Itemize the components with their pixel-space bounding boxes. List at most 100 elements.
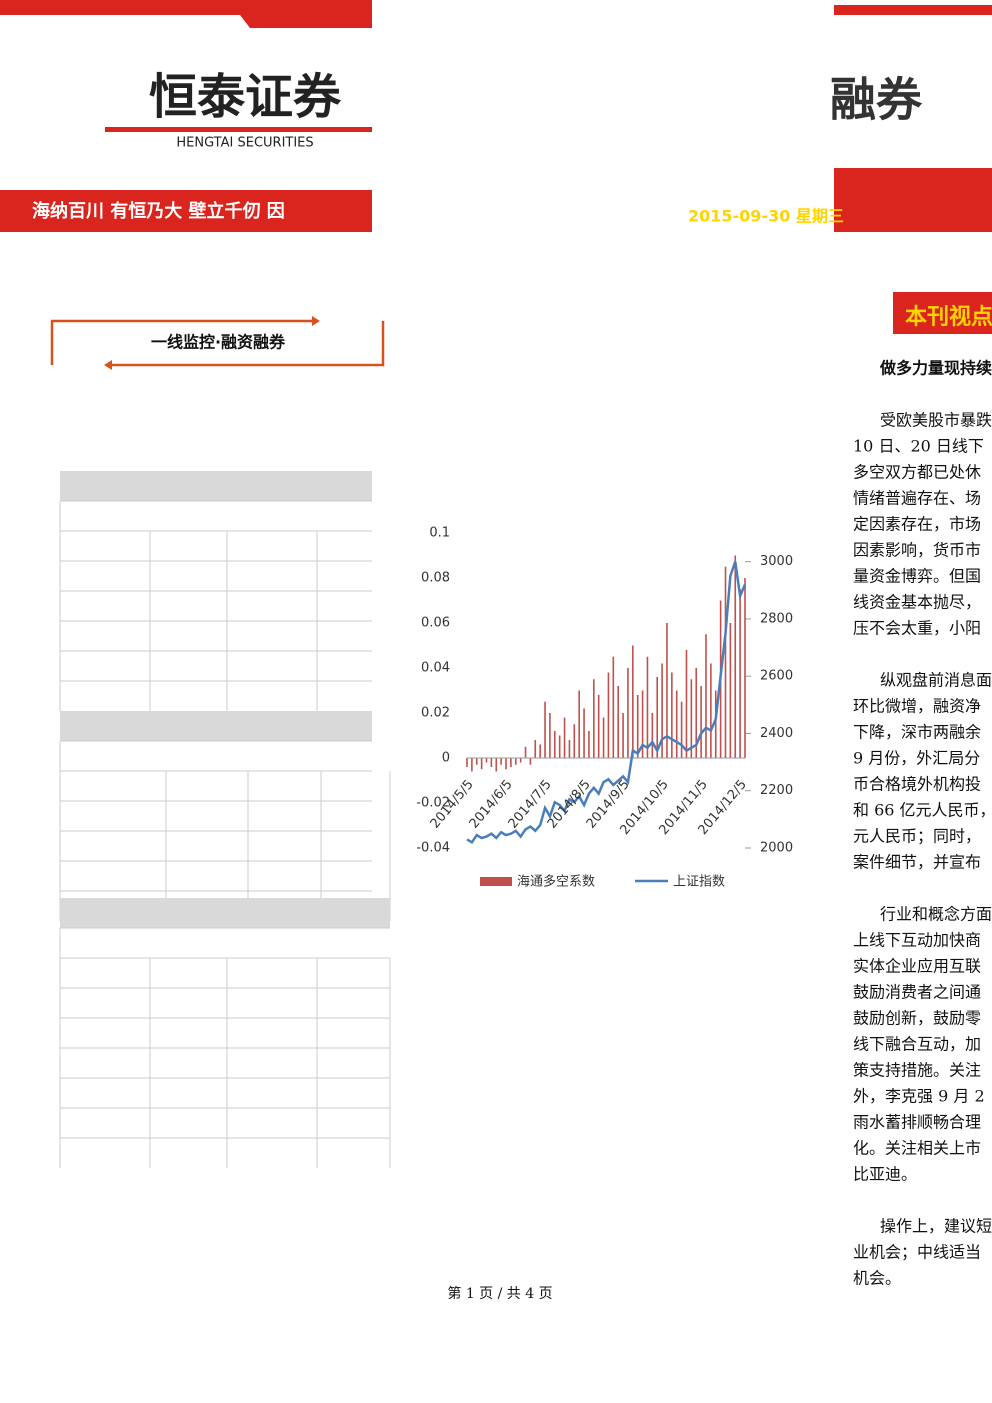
table-header	[60, 471, 372, 501]
bar	[602, 717, 605, 758]
body-line: 机会。	[853, 1269, 901, 1288]
bar	[714, 690, 717, 758]
bar	[514, 758, 517, 765]
bar	[549, 713, 551, 758]
bar	[466, 758, 468, 767]
logo-cn: 恒泰证券	[149, 69, 342, 125]
bar	[617, 686, 619, 758]
bar	[480, 758, 483, 770]
bar	[558, 735, 561, 758]
chart: -0.04 -0.02 0 0.02 0.04 0.06 0.08 0.1 2000 2200 24…	[416, 526, 793, 890]
bar	[700, 686, 702, 758]
body-line: 业机会；中线适当	[853, 1243, 981, 1262]
bar	[656, 677, 659, 758]
logo-en: HENGTAI SECURITIES	[176, 136, 313, 151]
bar	[622, 713, 624, 758]
bar	[744, 578, 746, 758]
bar	[724, 566, 727, 758]
bar	[636, 695, 639, 758]
y-tick-label: 0.02	[421, 706, 450, 721]
bar	[529, 758, 532, 765]
bar	[510, 758, 512, 767]
section-tab	[893, 292, 992, 334]
bar	[573, 724, 576, 758]
section-title: 本刊视点	[905, 304, 992, 330]
y2-tick-label: 2200	[760, 783, 793, 798]
body-line: 案件细节，并宣布	[853, 853, 981, 872]
bar	[734, 555, 737, 758]
bar	[500, 758, 502, 765]
y-tick-label: -0.04	[416, 841, 450, 856]
bar	[485, 758, 488, 763]
bar	[471, 758, 473, 772]
body-line: 量资金博弈。但国	[853, 567, 981, 586]
bar	[583, 708, 585, 758]
body-line: 多空双方都已处休	[853, 463, 981, 482]
tables	[59, 471, 391, 1168]
bar	[563, 717, 566, 758]
body-line: 鼓励消费者之间通	[853, 983, 981, 1002]
legend-label: 上证指数	[673, 875, 725, 890]
bar	[651, 713, 654, 758]
line	[466, 561, 747, 844]
body-line: 元人民币；同时，	[853, 827, 981, 846]
body-line: 受欧美股市暴跌	[880, 411, 992, 430]
bar	[632, 645, 634, 758]
body-line: 9 月份，外汇局分	[853, 749, 980, 768]
bar	[627, 668, 629, 758]
y-tick-label: 0.06	[421, 616, 450, 631]
bar	[607, 672, 610, 758]
body-line: 情绪普遍存在、场	[853, 489, 981, 508]
body-line: 行业和概念方面	[880, 905, 992, 924]
bar	[710, 663, 712, 758]
body-line: 外，李克强 9 月 2	[853, 1087, 985, 1106]
y-tick-label: -0.02	[416, 796, 450, 811]
bar	[568, 740, 571, 758]
y-tick-label: 0.04	[421, 661, 450, 676]
body-line: 定因素存在，市场	[853, 515, 981, 534]
bar	[685, 650, 688, 758]
body-line: 雨水蓄排顺畅合理	[853, 1113, 981, 1132]
bar	[495, 758, 498, 772]
bar	[646, 656, 649, 758]
body-line: 10 日、20 日线下	[853, 437, 984, 456]
footer: 第 1 页 / 共 4 页	[447, 1285, 552, 1302]
bar	[729, 623, 732, 758]
slogan: 海纳百川 有恒乃大 壁立千仞 因	[32, 200, 285, 222]
top-band	[834, 5, 992, 15]
arrow	[312, 316, 320, 326]
bar	[519, 758, 522, 763]
bar	[524, 746, 527, 758]
bar	[641, 690, 644, 758]
date: 2015-09-30 星期三	[688, 207, 844, 226]
bar	[539, 744, 541, 758]
bar	[612, 656, 615, 758]
table-header	[60, 711, 372, 741]
bar	[671, 672, 673, 758]
legend-swatch	[480, 877, 512, 886]
right-logo: 融券	[830, 73, 923, 127]
y-tick-label: 0.1	[429, 526, 450, 541]
body-line: 操作上，建议短	[880, 1217, 992, 1236]
body-line: 纵观盘前消息面	[880, 671, 992, 690]
body-line: 线资金基本抛尽，	[853, 593, 981, 612]
body-line: 币合格境外机构投	[853, 775, 981, 794]
logo-rule	[105, 127, 372, 132]
slogan-bar	[0, 190, 372, 232]
bar	[705, 634, 707, 758]
body-line: 比亚迪。	[853, 1165, 917, 1184]
bar	[505, 758, 507, 770]
y2-tick-label: 2800	[760, 611, 793, 626]
bar	[553, 731, 556, 758]
bar	[490, 758, 493, 767]
bar	[675, 690, 678, 758]
bar	[475, 758, 478, 765]
bar	[597, 695, 600, 758]
bar	[690, 679, 693, 758]
y2-tick-label: 2600	[760, 669, 793, 684]
y-tick-label: 0.08	[421, 571, 450, 586]
table-header	[60, 898, 390, 928]
bar	[661, 663, 663, 758]
